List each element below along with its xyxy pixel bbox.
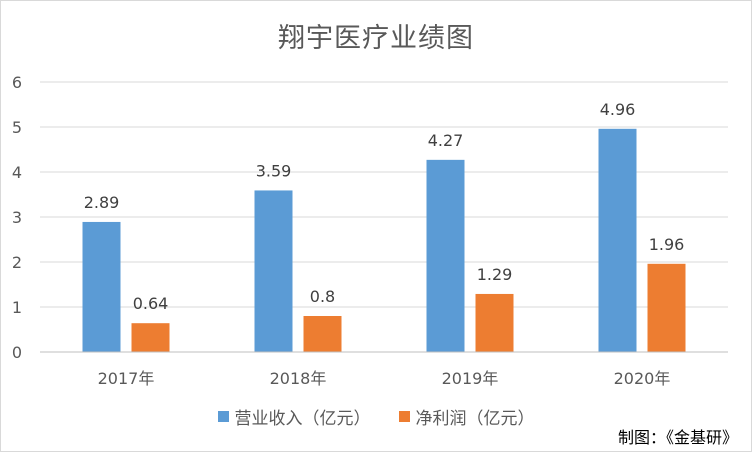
data-label-net-profit: 1.29 <box>477 265 513 284</box>
x-tick-label: 2020年 <box>614 369 671 388</box>
y-tick-label: 4 <box>12 163 22 182</box>
bars: 2.89 0.64 3.59 0.8 4.27 1.29 4.96 1.96 <box>82 100 686 352</box>
bar-net-profit <box>647 263 686 352</box>
bar-revenue <box>254 190 293 352</box>
y-tick-label: 5 <box>12 118 22 137</box>
bar-net-profit <box>303 316 342 352</box>
x-axis: 2017年 2018年 2019年 2020年 <box>40 351 728 388</box>
chart-title: 翔宇医疗业绩图 <box>278 23 474 54</box>
bar-revenue <box>82 221 121 352</box>
legend-swatch-revenue <box>217 411 229 422</box>
data-label-revenue: 2.89 <box>84 193 120 212</box>
y-tick-label: 3 <box>12 208 22 227</box>
y-tick-label: 1 <box>12 298 22 317</box>
data-label-net-profit: 0.64 <box>133 294 169 313</box>
y-tick-label: 2 <box>12 253 22 272</box>
x-tick-label: 2017年 <box>98 369 155 388</box>
y-tick-label: 6 <box>12 73 22 92</box>
x-tick-label: 2018年 <box>270 369 327 388</box>
legend-swatch-net-profit <box>398 411 410 422</box>
data-label-revenue: 4.96 <box>600 100 636 119</box>
y-tick-label: 0 <box>12 343 22 362</box>
bar-net-profit <box>475 293 514 352</box>
bar-revenue <box>598 128 637 352</box>
legend: 营业收入（亿元） 净利润（亿元） <box>0 404 752 429</box>
data-label-revenue: 3.59 <box>256 161 292 180</box>
data-label-revenue: 4.27 <box>428 131 464 150</box>
legend-label-net-profit: 净利润（亿元） <box>415 409 535 429</box>
chart-credit: 制图：《金基研》 <box>617 428 738 447</box>
y-axis: 0 1 2 3 4 5 6 <box>12 73 22 362</box>
legend-label-revenue: 营业收入（亿元） <box>234 409 371 429</box>
bar-net-profit <box>131 323 170 352</box>
bar-revenue <box>426 159 465 352</box>
x-tick-label: 2019年 <box>442 369 499 388</box>
data-label-net-profit: 0.8 <box>310 287 335 306</box>
legend-item-revenue: 营业收入（亿元） <box>217 404 371 429</box>
data-label-net-profit: 1.96 <box>649 235 685 254</box>
legend-item-net-profit: 净利润（亿元） <box>398 404 535 429</box>
